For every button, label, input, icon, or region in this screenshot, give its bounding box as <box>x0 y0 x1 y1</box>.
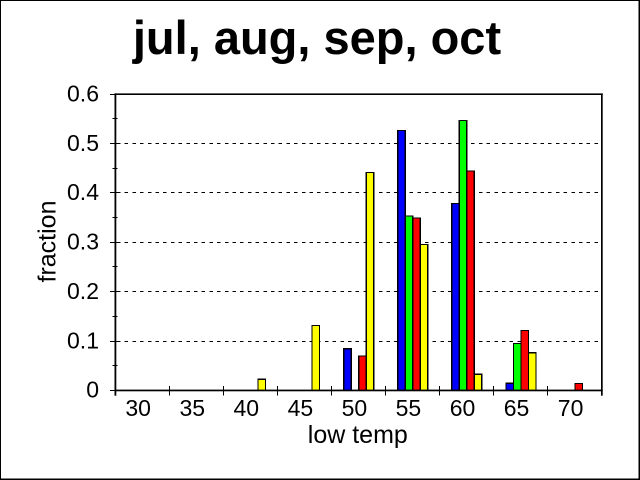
svg-text:0.4: 0.4 <box>67 179 99 205</box>
svg-text:0.6: 0.6 <box>67 81 99 107</box>
svg-text:60: 60 <box>450 395 476 421</box>
svg-text:0.2: 0.2 <box>67 278 99 304</box>
svg-text:jul, aug, sep, oct: jul, aug, sep, oct <box>132 11 502 64</box>
svg-text:45: 45 <box>288 395 314 421</box>
svg-text:30: 30 <box>125 395 151 421</box>
svg-text:50: 50 <box>342 395 368 421</box>
svg-text:0.3: 0.3 <box>67 229 99 255</box>
svg-text:70: 70 <box>558 395 584 421</box>
svg-text:0.1: 0.1 <box>67 327 99 353</box>
svg-text:40: 40 <box>234 395 260 421</box>
svg-text:low temp: low temp <box>308 421 408 449</box>
svg-text:0: 0 <box>86 377 99 403</box>
svg-text:55: 55 <box>396 395 422 421</box>
svg-text:fraction: fraction <box>33 201 61 283</box>
svg-text:0.5: 0.5 <box>67 130 99 156</box>
svg-text:65: 65 <box>504 395 530 421</box>
svg-text:35: 35 <box>180 395 206 421</box>
